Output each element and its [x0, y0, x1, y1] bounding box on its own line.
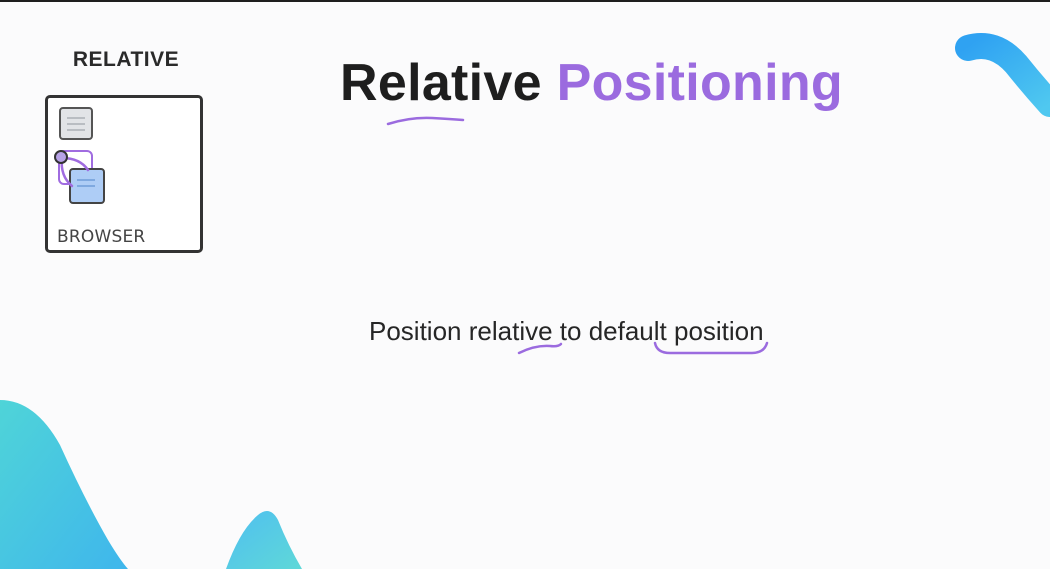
- subtitle-part: ive to: [519, 316, 589, 346]
- diagram-label: RELATIVE: [72, 48, 180, 71]
- subtitle-underline-default: [653, 341, 769, 355]
- title-underline: [386, 116, 465, 126]
- bottom-center-wave: [226, 511, 302, 569]
- subtitle-part: lat: [491, 316, 520, 346]
- subtitle-underline-relative: [517, 342, 563, 355]
- browser-diagram: BROWSER: [45, 95, 203, 253]
- box-line: [77, 185, 95, 187]
- top-border: [0, 0, 1050, 2]
- box-line: [67, 117, 85, 119]
- box-line: [67, 129, 85, 131]
- circle-marker-icon: [54, 150, 68, 164]
- gray-box-icon: [59, 107, 93, 140]
- top-right-wave: [955, 33, 1050, 117]
- browser-caption: BROWSER: [57, 227, 146, 247]
- subtitle-part: Position re: [369, 316, 492, 346]
- box-line: [67, 123, 85, 125]
- subtitle-part: position: [666, 316, 764, 346]
- title-word-relative: Relative: [340, 54, 542, 112]
- title-word-positioning: Positioning: [556, 54, 843, 112]
- slide-subtitle: Position relative to default position: [369, 316, 764, 347]
- slide-title: Relative Positioning: [340, 53, 843, 113]
- subtitle-part-default: default: [588, 316, 667, 346]
- box-line: [77, 179, 95, 181]
- bottom-left-wave: [0, 400, 128, 569]
